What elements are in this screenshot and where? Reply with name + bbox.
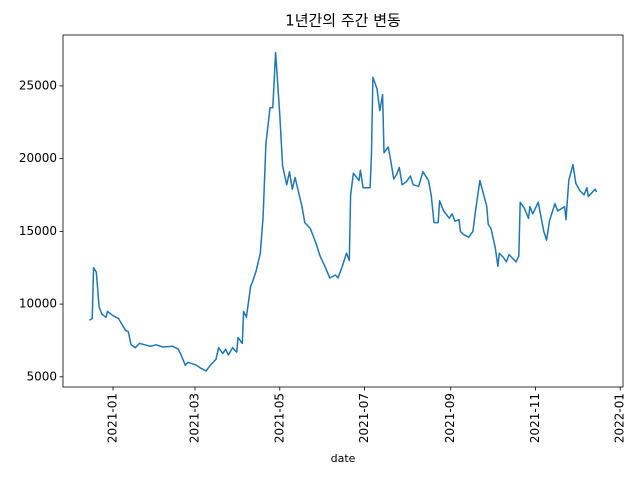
y-tick-label: 5000 bbox=[26, 369, 57, 383]
x-tick-label: 2021-07 bbox=[357, 393, 371, 443]
x-tick-label: 2021-11 bbox=[528, 393, 542, 443]
x-axis-label: date bbox=[331, 452, 356, 465]
x-tick-label: 2021-03 bbox=[188, 393, 202, 443]
x-tick-label: 2021-09 bbox=[443, 393, 457, 443]
line-series bbox=[89, 51, 598, 372]
y-tick-label: 10000 bbox=[19, 297, 57, 311]
x-tick-label: 2021-05 bbox=[272, 393, 286, 443]
plot-frame bbox=[62, 34, 624, 388]
x-tick-label: 2022-01 bbox=[613, 393, 627, 443]
chart-title: 1년간의 주간 변동 bbox=[285, 12, 401, 30]
x-tick-label: 2021-01 bbox=[106, 393, 120, 443]
y-tick-label: 20000 bbox=[19, 151, 57, 165]
y-tick-label: 15000 bbox=[19, 224, 57, 238]
y-tick-label: 25000 bbox=[19, 78, 57, 92]
